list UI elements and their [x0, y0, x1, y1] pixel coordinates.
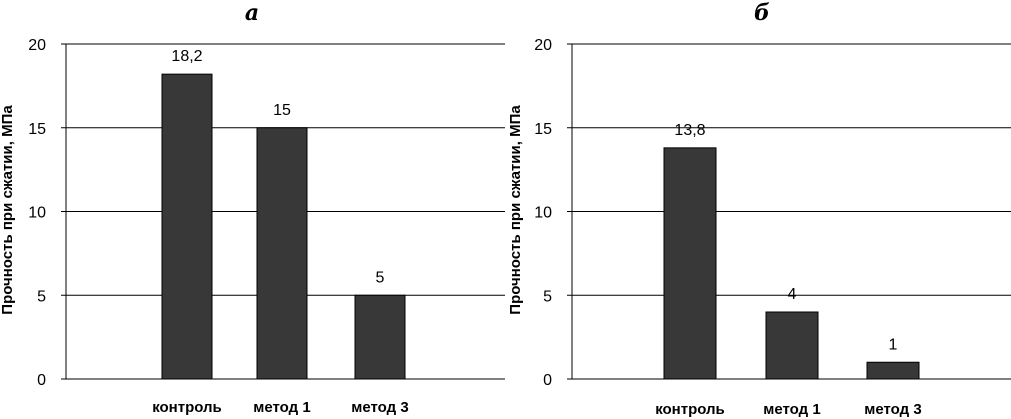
y-axis-title-b: Прочность при сжатии, МПа	[507, 105, 524, 315]
x-category-label: метод 1	[763, 401, 820, 418]
chart-panel-a: а Прочность при сжатии, МПа 0 5 10 15 20 18,2…	[0, 0, 505, 416]
y-tick-label: 0	[37, 372, 46, 389]
data-label: 4	[788, 286, 797, 303]
y-tick-label: 15	[28, 121, 46, 138]
data-label: 15	[273, 102, 291, 119]
bar	[161, 73, 213, 380]
y-axis-title-a: Прочность при сжатии, МПа	[0, 105, 16, 315]
data-label: 18,2	[171, 48, 202, 65]
y-tick-label: 5	[37, 288, 46, 305]
panel-label-b: б	[754, 0, 770, 26]
x-category-label: контроль	[152, 399, 222, 416]
data-label: 13,8	[674, 122, 705, 139]
bar	[866, 361, 920, 380]
chart-panel-b: б Прочность при сжатии, МПа 0 5 10 15 20 13,8…	[507, 0, 1011, 418]
panel-label-a: а	[245, 0, 259, 26]
y-tick-label: 15	[534, 121, 552, 138]
bar	[256, 127, 308, 380]
y-tick-label: 0	[543, 372, 552, 389]
x-category-label: метод 3	[351, 399, 408, 416]
bar	[765, 311, 819, 380]
x-category-label: метод 1	[253, 399, 310, 416]
y-tick-label: 20	[534, 37, 552, 54]
bar	[354, 294, 406, 380]
x-category-label: метод 3	[864, 401, 921, 418]
data-label: 5	[376, 269, 385, 286]
y-tick-label: 5	[543, 288, 552, 305]
y-tick-label: 10	[534, 205, 552, 222]
x-category-label: контроль	[655, 401, 725, 418]
y-tick-label: 20	[28, 37, 46, 54]
data-label: 1	[889, 336, 898, 353]
bar	[663, 147, 717, 380]
y-tick-label: 10	[28, 205, 46, 222]
